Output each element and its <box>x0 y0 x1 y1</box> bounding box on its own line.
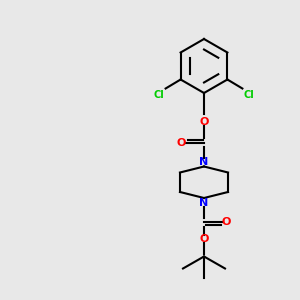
Text: Cl: Cl <box>153 90 164 100</box>
Text: O: O <box>199 233 209 244</box>
Text: O: O <box>199 116 209 127</box>
Text: N: N <box>200 197 208 208</box>
Text: N: N <box>200 157 208 167</box>
Text: O: O <box>177 137 186 148</box>
Text: O: O <box>222 217 231 227</box>
Text: Cl: Cl <box>244 90 255 100</box>
